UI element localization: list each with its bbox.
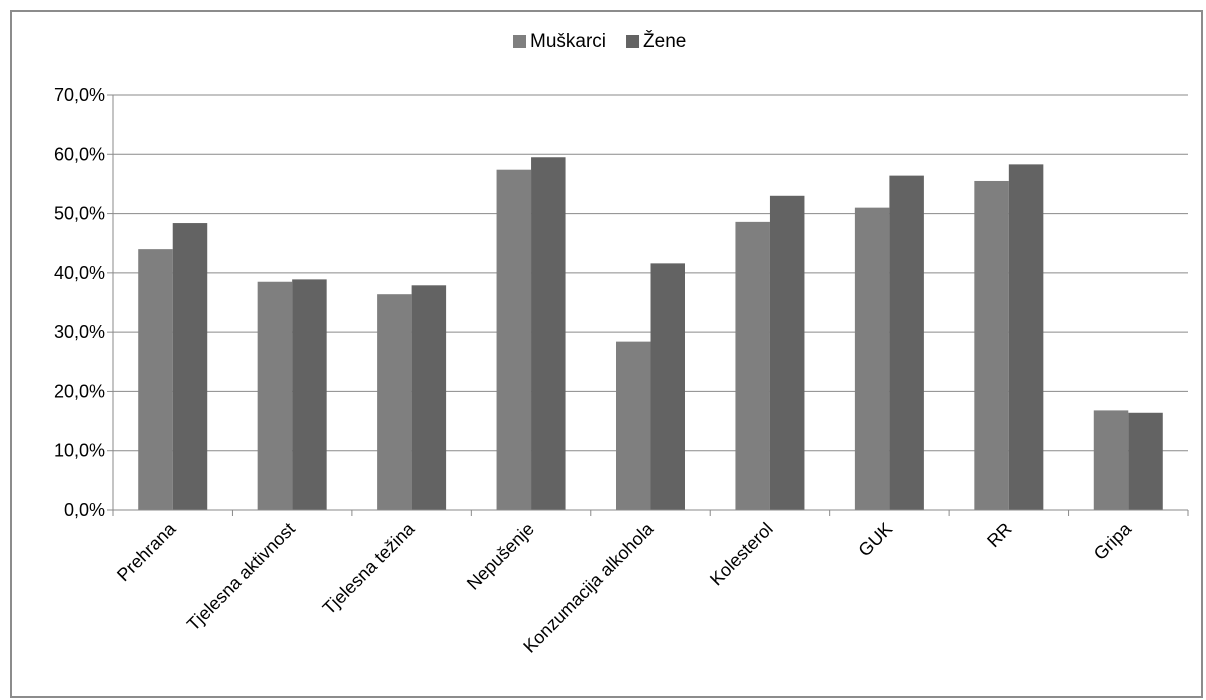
bar (138, 249, 173, 510)
bar (974, 180, 1009, 510)
bar (854, 207, 890, 510)
axes (107, 94, 1189, 516)
bar (411, 285, 447, 510)
bar (616, 341, 651, 510)
legend-swatch (513, 35, 526, 48)
legend-label: Muškarci (530, 31, 606, 52)
y-tick-label: 70,0% (54, 85, 105, 105)
x-category-label: Konzumacija alkohola (519, 518, 658, 657)
y-tick-label: 40,0% (54, 263, 105, 283)
y-axis-tick-labels: 0,0% 10,0% 20,0% 30,0% 40,0% 50,0% 60,0% 70,0% (54, 85, 105, 520)
y-tick-label: 30,0% (54, 322, 105, 342)
bar (889, 175, 924, 510)
legend: Muškarci Žene (513, 30, 686, 52)
bar (496, 169, 532, 510)
y-tick-label: 10,0% (54, 441, 105, 461)
y-tick-label: 20,0% (54, 381, 105, 401)
bar (1128, 412, 1163, 510)
bar (531, 157, 566, 510)
y-tick-label: 0,0% (64, 500, 105, 520)
x-category-label: Gripa (1090, 518, 1136, 564)
y-tick-label: 50,0% (54, 204, 105, 224)
bar (292, 279, 327, 510)
x-axis-category-labels: Prehrana Tjelesna aktivnost Tjelesna težin… (113, 518, 1136, 657)
bar (377, 294, 412, 510)
bar (650, 263, 685, 510)
bar (172, 223, 208, 511)
legend-label: Žene (643, 30, 686, 52)
x-category-label: Tjelesna aktivnost (183, 519, 299, 635)
x-category-label: Prehrana (113, 518, 180, 585)
bar (769, 195, 805, 511)
x-category-label: GUK (854, 519, 896, 561)
x-category-label: Tjelesna težina (319, 518, 419, 618)
bar (1008, 164, 1044, 510)
bars (138, 157, 1163, 511)
bar (1093, 410, 1129, 510)
x-category-label: RR (983, 519, 1016, 552)
legend-swatch (626, 35, 640, 48)
bar (257, 281, 293, 510)
y-tick-label: 60,0% (54, 144, 105, 164)
x-category-label: Kolesterol (706, 519, 777, 590)
x-category-label: Nepušenje (463, 519, 538, 594)
bar (735, 221, 770, 510)
